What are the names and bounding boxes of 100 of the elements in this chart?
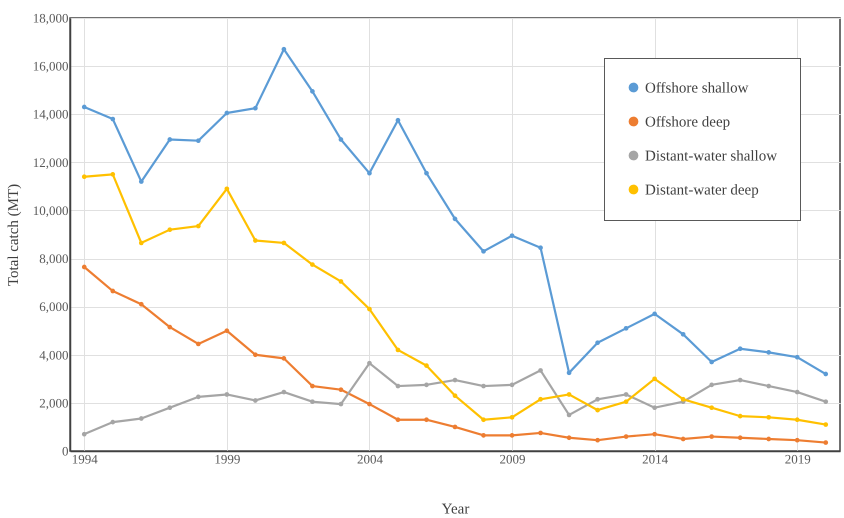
- point: [196, 224, 201, 228]
- point: [538, 368, 543, 373]
- legend-label: Distant-water shallow: [645, 148, 778, 164]
- point: [367, 360, 372, 366]
- point: [538, 396, 543, 402]
- point: [310, 399, 315, 404]
- point: [481, 417, 486, 422]
- point: [110, 172, 116, 177]
- point: [82, 264, 87, 270]
- point: [481, 433, 486, 438]
- x-tick-label: 2004: [356, 452, 384, 466]
- point: [396, 417, 400, 422]
- point: [595, 438, 600, 443]
- point: [595, 396, 600, 402]
- point: [110, 116, 116, 122]
- y-tick-label: 10,000: [32, 202, 68, 218]
- point: [538, 430, 543, 436]
- point: [452, 216, 458, 222]
- point: [510, 233, 514, 238]
- point: [510, 433, 514, 438]
- legend-label: Offshore deep: [645, 114, 730, 130]
- y-tick-label: 0: [62, 444, 68, 458]
- y-tick-label: 8,000: [39, 251, 68, 266]
- point: [652, 432, 657, 436]
- x-axis-title: Year: [442, 502, 470, 518]
- point: [224, 186, 230, 192]
- y-tick-label: 14,000: [32, 106, 68, 122]
- point: [138, 302, 144, 307]
- x-tick-label: 2014: [642, 452, 669, 466]
- point: [253, 106, 258, 111]
- x-tick-label: 1994: [72, 452, 98, 466]
- point: [709, 360, 714, 364]
- y-tick-label: 6,000: [39, 299, 68, 314]
- y-axis-title: Total catch (MT): [6, 184, 22, 286]
- point: [82, 104, 87, 110]
- legend-label: Offshore shallow: [645, 80, 749, 96]
- point: [624, 434, 628, 439]
- point: [538, 245, 543, 250]
- point: [510, 382, 514, 388]
- point: [566, 392, 572, 397]
- point: [396, 118, 400, 123]
- point: [624, 392, 628, 397]
- point: [510, 414, 514, 420]
- point: [424, 170, 429, 176]
- point: [282, 240, 286, 246]
- point: [82, 174, 87, 180]
- legend-label: Distant-water deep: [645, 182, 759, 198]
- point: [823, 422, 828, 427]
- point: [794, 438, 800, 443]
- point: [424, 417, 429, 422]
- point: [224, 328, 230, 334]
- point: [680, 396, 686, 402]
- point: [338, 402, 344, 406]
- point: [481, 384, 486, 388]
- point: [138, 240, 144, 246]
- point: [367, 170, 372, 176]
- point: [709, 382, 714, 388]
- point: [282, 390, 286, 394]
- point: [224, 110, 230, 116]
- point: [167, 137, 172, 142]
- point: [167, 405, 172, 410]
- point: [738, 435, 743, 440]
- point: [452, 393, 458, 398]
- point: [396, 384, 400, 388]
- y-tick-label: 18,000: [32, 10, 68, 26]
- point: [624, 326, 628, 331]
- point: [766, 384, 772, 388]
- point: [138, 416, 144, 421]
- point: [766, 350, 772, 355]
- point: [624, 399, 628, 404]
- point: [282, 46, 286, 52]
- point: [310, 89, 315, 94]
- point: [766, 414, 772, 420]
- point: [680, 436, 686, 442]
- point: [167, 324, 172, 330]
- y-tick-label: 2,000: [39, 395, 68, 410]
- point: [310, 384, 315, 388]
- point: [481, 249, 486, 254]
- point: [566, 435, 572, 440]
- point: [110, 420, 116, 424]
- point: [167, 227, 172, 232]
- point: [138, 179, 144, 184]
- point: [823, 440, 828, 445]
- point: [367, 306, 372, 312]
- point: [338, 279, 344, 284]
- point: [595, 408, 600, 412]
- point: [424, 382, 429, 388]
- point: [652, 405, 657, 410]
- point: [738, 346, 743, 352]
- point: [566, 412, 572, 418]
- point: [652, 376, 657, 382]
- point: [282, 356, 286, 361]
- point: [82, 432, 87, 436]
- point: [823, 372, 828, 376]
- point: [196, 342, 201, 346]
- point: [224, 392, 230, 397]
- point: [680, 332, 686, 337]
- point: [110, 288, 116, 294]
- point: [452, 424, 458, 430]
- point: [652, 312, 657, 316]
